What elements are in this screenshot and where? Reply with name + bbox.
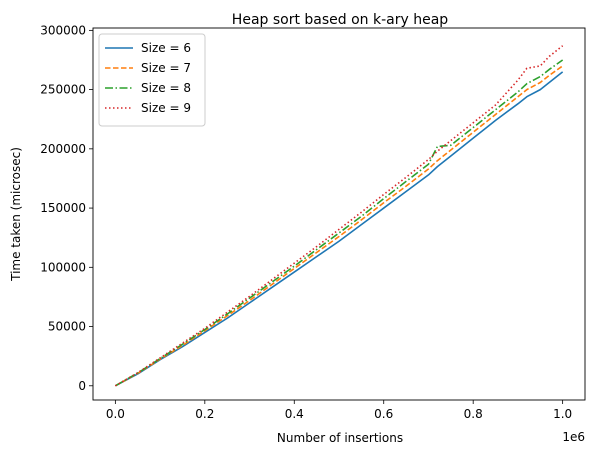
x-tick-label: 0.8 xyxy=(464,407,483,421)
legend: Size = 6 Size = 7 Size = 8 Size = 9 xyxy=(98,33,206,127)
x-tick-label: 0.2 xyxy=(195,407,214,421)
y-tick-label: 200000 xyxy=(40,142,86,156)
legend-label: Size = 6 xyxy=(141,41,191,55)
x-axis-offset-text: 1e6 xyxy=(562,430,585,444)
series-line-size-8 xyxy=(114,59,564,387)
x-axis-label: Number of insertions xyxy=(277,431,403,445)
x-axis-ticks: 0.0 0.2 0.4 0.6 0.8 1.0 xyxy=(106,400,572,421)
plot-frame xyxy=(92,27,586,401)
x-tick-label: 0.4 xyxy=(285,407,304,421)
series-layer xyxy=(114,45,564,387)
legend-label: Size = 9 xyxy=(141,101,191,115)
x-tick-label: 0.0 xyxy=(106,407,125,421)
series-line-size-7 xyxy=(114,65,564,387)
y-tick-label: 100000 xyxy=(40,260,86,274)
x-tick-label: 0.6 xyxy=(374,407,393,421)
legend-label: Size = 8 xyxy=(141,81,191,95)
legend-box xyxy=(98,33,206,127)
x-tick-label: 1.0 xyxy=(553,407,572,421)
series-line-size-9 xyxy=(114,45,564,387)
y-tick-label: 150000 xyxy=(40,201,86,215)
legend-label: Size = 7 xyxy=(141,61,191,75)
y-axis-ticks: 0 50000 100000 150000 200000 250000 300000 xyxy=(40,23,93,393)
y-axis-label: Time taken (microsec) xyxy=(9,147,23,282)
y-tick-label: 250000 xyxy=(40,83,86,97)
y-tick-label: 300000 xyxy=(40,23,86,37)
chart-title: Heap sort based on k-ary heap xyxy=(232,12,449,28)
y-tick-label: 50000 xyxy=(48,320,86,334)
series-line-size-6 xyxy=(114,71,564,387)
y-tick-label: 0 xyxy=(78,379,86,393)
